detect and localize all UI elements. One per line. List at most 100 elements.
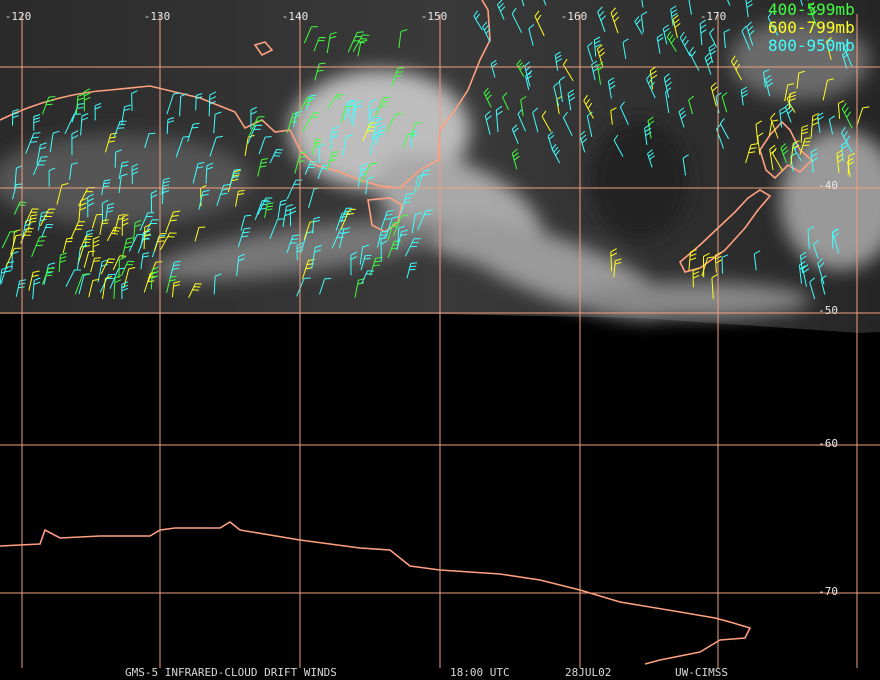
wind-barb	[532, 107, 539, 133]
wind-barb	[841, 102, 853, 129]
wind-barb	[368, 117, 381, 132]
wind-barb	[143, 271, 157, 293]
wind-barb	[64, 113, 82, 135]
footer-date: 28JUL02	[565, 666, 611, 679]
wind-barb	[114, 149, 122, 168]
wind-barb	[767, 11, 779, 36]
wind-barb	[688, 249, 697, 271]
wind-barb	[102, 275, 113, 300]
wind-barb	[277, 199, 287, 219]
wind-barb	[593, 36, 601, 57]
wind-barb	[817, 257, 825, 285]
wind-barb	[567, 89, 576, 111]
wind-barb	[25, 208, 39, 224]
wind-barb	[0, 261, 15, 284]
lon-label: -160	[561, 10, 588, 23]
wind-barb	[400, 192, 414, 215]
wind-barb	[313, 37, 326, 52]
wind-barb	[779, 106, 787, 128]
wind-barb	[413, 174, 425, 196]
wind-barb	[240, 214, 252, 231]
wind-barb	[312, 216, 321, 234]
wind-barb	[327, 93, 344, 109]
wind-barb	[665, 87, 672, 114]
wind-barb	[417, 209, 433, 231]
wind-barb	[692, 267, 700, 288]
wind-barb	[726, 0, 731, 6]
wind-barb	[610, 248, 618, 272]
wind-barb	[822, 78, 835, 101]
wind-barb	[144, 219, 159, 237]
wind-barb	[376, 230, 388, 248]
wind-barb	[828, 115, 835, 135]
wind-barb	[810, 148, 819, 173]
wind-barb	[282, 204, 294, 228]
wind-barb	[347, 100, 356, 119]
wind-barb	[58, 252, 67, 272]
wind-barb	[587, 41, 594, 63]
wind-barb	[520, 96, 527, 117]
wind-barb	[92, 236, 100, 257]
wind-barb	[27, 214, 38, 231]
lat-label: -50	[818, 304, 838, 317]
wind-barb	[49, 130, 60, 153]
wind-barb	[810, 112, 820, 137]
wind-barb	[769, 144, 777, 171]
wind-barb	[765, 74, 773, 97]
wind-barb	[140, 230, 150, 248]
wind-barb	[387, 240, 401, 258]
wind-barb	[306, 94, 317, 111]
island-coast	[253, 41, 274, 57]
wind-barb	[610, 107, 617, 125]
wind-barb	[619, 101, 629, 126]
wind-barb	[144, 132, 156, 149]
wind-barb	[836, 149, 844, 173]
wind-barb	[357, 39, 368, 57]
wind-barb	[753, 250, 761, 271]
lat-label: -70	[818, 585, 838, 598]
wind-barb	[817, 112, 824, 133]
wind-barb	[484, 110, 492, 135]
wind-barb	[800, 0, 803, 6]
wind-barb	[187, 122, 200, 142]
wind-barb	[340, 207, 353, 223]
wind-barb	[790, 140, 800, 165]
wind-barb	[188, 283, 202, 298]
wind-barb	[525, 72, 532, 91]
wind-barb	[166, 92, 181, 115]
wind-barb	[150, 190, 158, 213]
wind-barb	[688, 95, 695, 115]
wind-barb	[843, 41, 853, 68]
wind-barb	[304, 161, 318, 175]
wind-barb	[511, 148, 520, 170]
wind-barb	[311, 244, 322, 269]
wind-barb	[740, 86, 748, 106]
wind-barb	[689, 46, 700, 71]
wind-barb	[254, 199, 269, 220]
wind-barb	[121, 281, 129, 300]
wind-barb	[236, 253, 246, 277]
wind-barb	[368, 107, 378, 133]
wind-barb	[229, 168, 241, 187]
wind-barb	[375, 125, 386, 145]
wind-barb	[746, 21, 755, 46]
wind-barb	[303, 26, 319, 44]
wind-barb	[209, 135, 223, 157]
wind-barb	[128, 234, 144, 252]
wind-barb	[613, 134, 624, 157]
wind-barb	[579, 130, 588, 153]
wind-barb	[511, 124, 519, 144]
wind-barb	[83, 88, 91, 112]
wind-barb	[798, 261, 806, 284]
wind-barb	[731, 55, 743, 81]
wind-barb	[213, 273, 222, 295]
wind-barb	[257, 158, 269, 177]
wind-barb	[160, 232, 177, 250]
wind-barb	[404, 238, 421, 257]
wind-barb	[123, 267, 136, 289]
wind-barb	[139, 212, 155, 231]
wind-barb	[344, 99, 355, 120]
wind-barb	[586, 111, 593, 138]
wind-barb	[411, 212, 422, 234]
